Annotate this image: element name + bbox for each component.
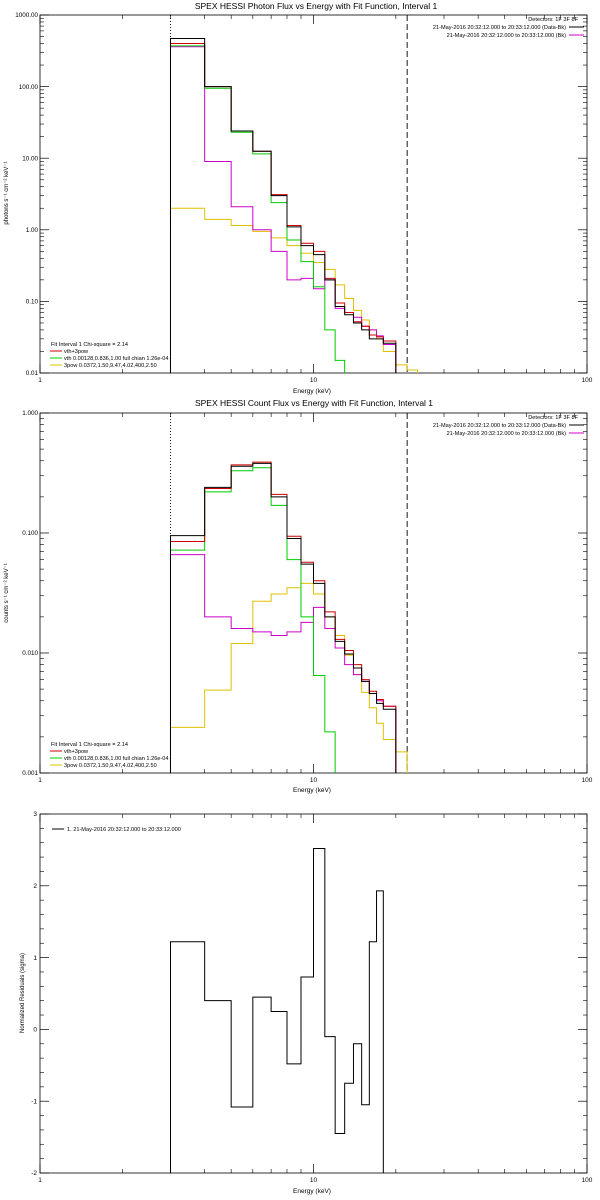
series-line-data: [169, 462, 397, 773]
header-block: Detectors: 1F 3F 8F 21-May-2016 20:32:12.…: [433, 415, 584, 437]
y-tick-label: 1.000: [22, 410, 38, 417]
header-line: 21-May-2016 20:32:12.000 to 20:33:12.000…: [447, 431, 567, 437]
y-tick-label: 0.100: [22, 530, 38, 537]
header-line: 21-May-2016 20:32:12.000 to 20:33:12.000…: [433, 25, 566, 31]
legend-line: Fit Interval 1 Chi-square = 2.14: [51, 742, 128, 748]
x-axis-label: Energy (keV): [293, 388, 331, 395]
series-line-vth: [169, 45, 346, 373]
legend-line: 1. 21-May-2016 20:32:12.000 to 20:33:12.…: [67, 827, 181, 833]
y-axis-label: Normalized Residuals (sigma): [20, 953, 26, 1033]
x-tick-label: 100: [582, 777, 593, 784]
x-tick-label: 1: [38, 1177, 42, 1184]
y-tick-label: 1.00: [26, 227, 39, 234]
residuals-panel: 1. 21-May-2016 20:32:12.000 to 20:33:12.…: [20, 811, 593, 1195]
x-tick-label: 100: [582, 1177, 593, 1184]
y-tick-label: 0.01: [26, 370, 39, 377]
y-tick-label: 3: [33, 811, 37, 818]
legend-block: Fit Interval 1 Chi-square = 2.14vth+3pow…: [50, 342, 169, 369]
header-line: 21-May-2016 20:32:12.000 to 20:33:12.000…: [447, 33, 567, 39]
x-axis-label: Energy (keV): [293, 787, 331, 794]
y-tick-label: 10.00: [22, 155, 38, 162]
header-line: Detectors: 1F 3F 8F: [528, 415, 578, 421]
photon-flux-panel: SPEX HESSI Photon Flux vs Energy with Fi…: [4, 1, 593, 395]
legend-block: Fit Interval 1 Chi-square = 2.14vth+3pow…: [50, 742, 169, 769]
y-tick-label: 0.001: [22, 770, 38, 777]
series-line-pow: [169, 207, 418, 373]
legend-line: vth 0.00128,0.836,1.00 full chian 1.26e-…: [64, 756, 169, 762]
x-axis-label: Energy (keV): [293, 1188, 331, 1195]
x-tick-label: 10: [310, 777, 318, 784]
count-flux-panel: SPEX HESSI Count Flux vs Energy with Fit…: [4, 398, 593, 794]
x-tick-label: 10: [310, 1177, 318, 1184]
header-line: 21-May-2016 20:32:12.000 to 20:33:12.000…: [433, 423, 566, 429]
header-line: Detectors: 1F 3F 8F: [528, 17, 578, 23]
legend-block: 1. 21-May-2016 20:32:12.000 to 20:33:12.…: [52, 827, 181, 833]
series-line-bk: [169, 46, 397, 373]
y-axis-label: photons s⁻¹ cm⁻² keV⁻¹: [4, 161, 10, 224]
y-tick-label: -2: [31, 1170, 37, 1177]
legend-line: vth 0.00128,0.836,1.00 full chian 1.26e-…: [64, 356, 169, 362]
legend-line: 3pow 0.0372,1.50,9.47,4.02,400,2.50: [64, 363, 157, 369]
chart-title: SPEX HESSI Count Flux vs Energy with Fit…: [195, 398, 433, 408]
y-axis-label: counts s⁻¹ cm⁻² keV⁻¹: [4, 563, 10, 623]
y-tick-label: 1: [33, 955, 37, 962]
y-tick-label: 0.10: [26, 299, 39, 306]
series-line-data: [169, 847, 384, 1173]
y-tick-label: 1000.00: [15, 12, 38, 19]
header-block: Detectors: 1F 3F 8F 21-May-2016 20:32:12.…: [433, 17, 584, 39]
series-line-data: [169, 37, 397, 373]
legend-line: 3pow 0.0372,1.50,9.47,4.02,400,2.50: [64, 763, 157, 769]
legend-line: vth+3pow: [64, 349, 89, 355]
y-tick-label: 0: [33, 1027, 37, 1034]
legend-line: vth+3pow: [64, 749, 89, 755]
plot-frame: [39, 14, 588, 374]
y-tick-label: -1: [31, 1098, 37, 1105]
legend-line: Fit Interval 1 Chi-square = 2.14: [51, 342, 128, 348]
x-tick-label: 10: [310, 377, 318, 384]
x-tick-label: 1: [38, 377, 42, 384]
y-tick-label: 0.010: [22, 650, 38, 657]
chart-title: SPEX HESSI Photon Flux vs Energy with Fi…: [195, 1, 438, 11]
x-tick-label: 1: [38, 777, 42, 784]
y-tick-label: 100.00: [19, 84, 39, 91]
series-line-vth: [169, 467, 336, 773]
y-tick-label: 2: [33, 883, 37, 890]
x-tick-label: 100: [582, 377, 593, 384]
